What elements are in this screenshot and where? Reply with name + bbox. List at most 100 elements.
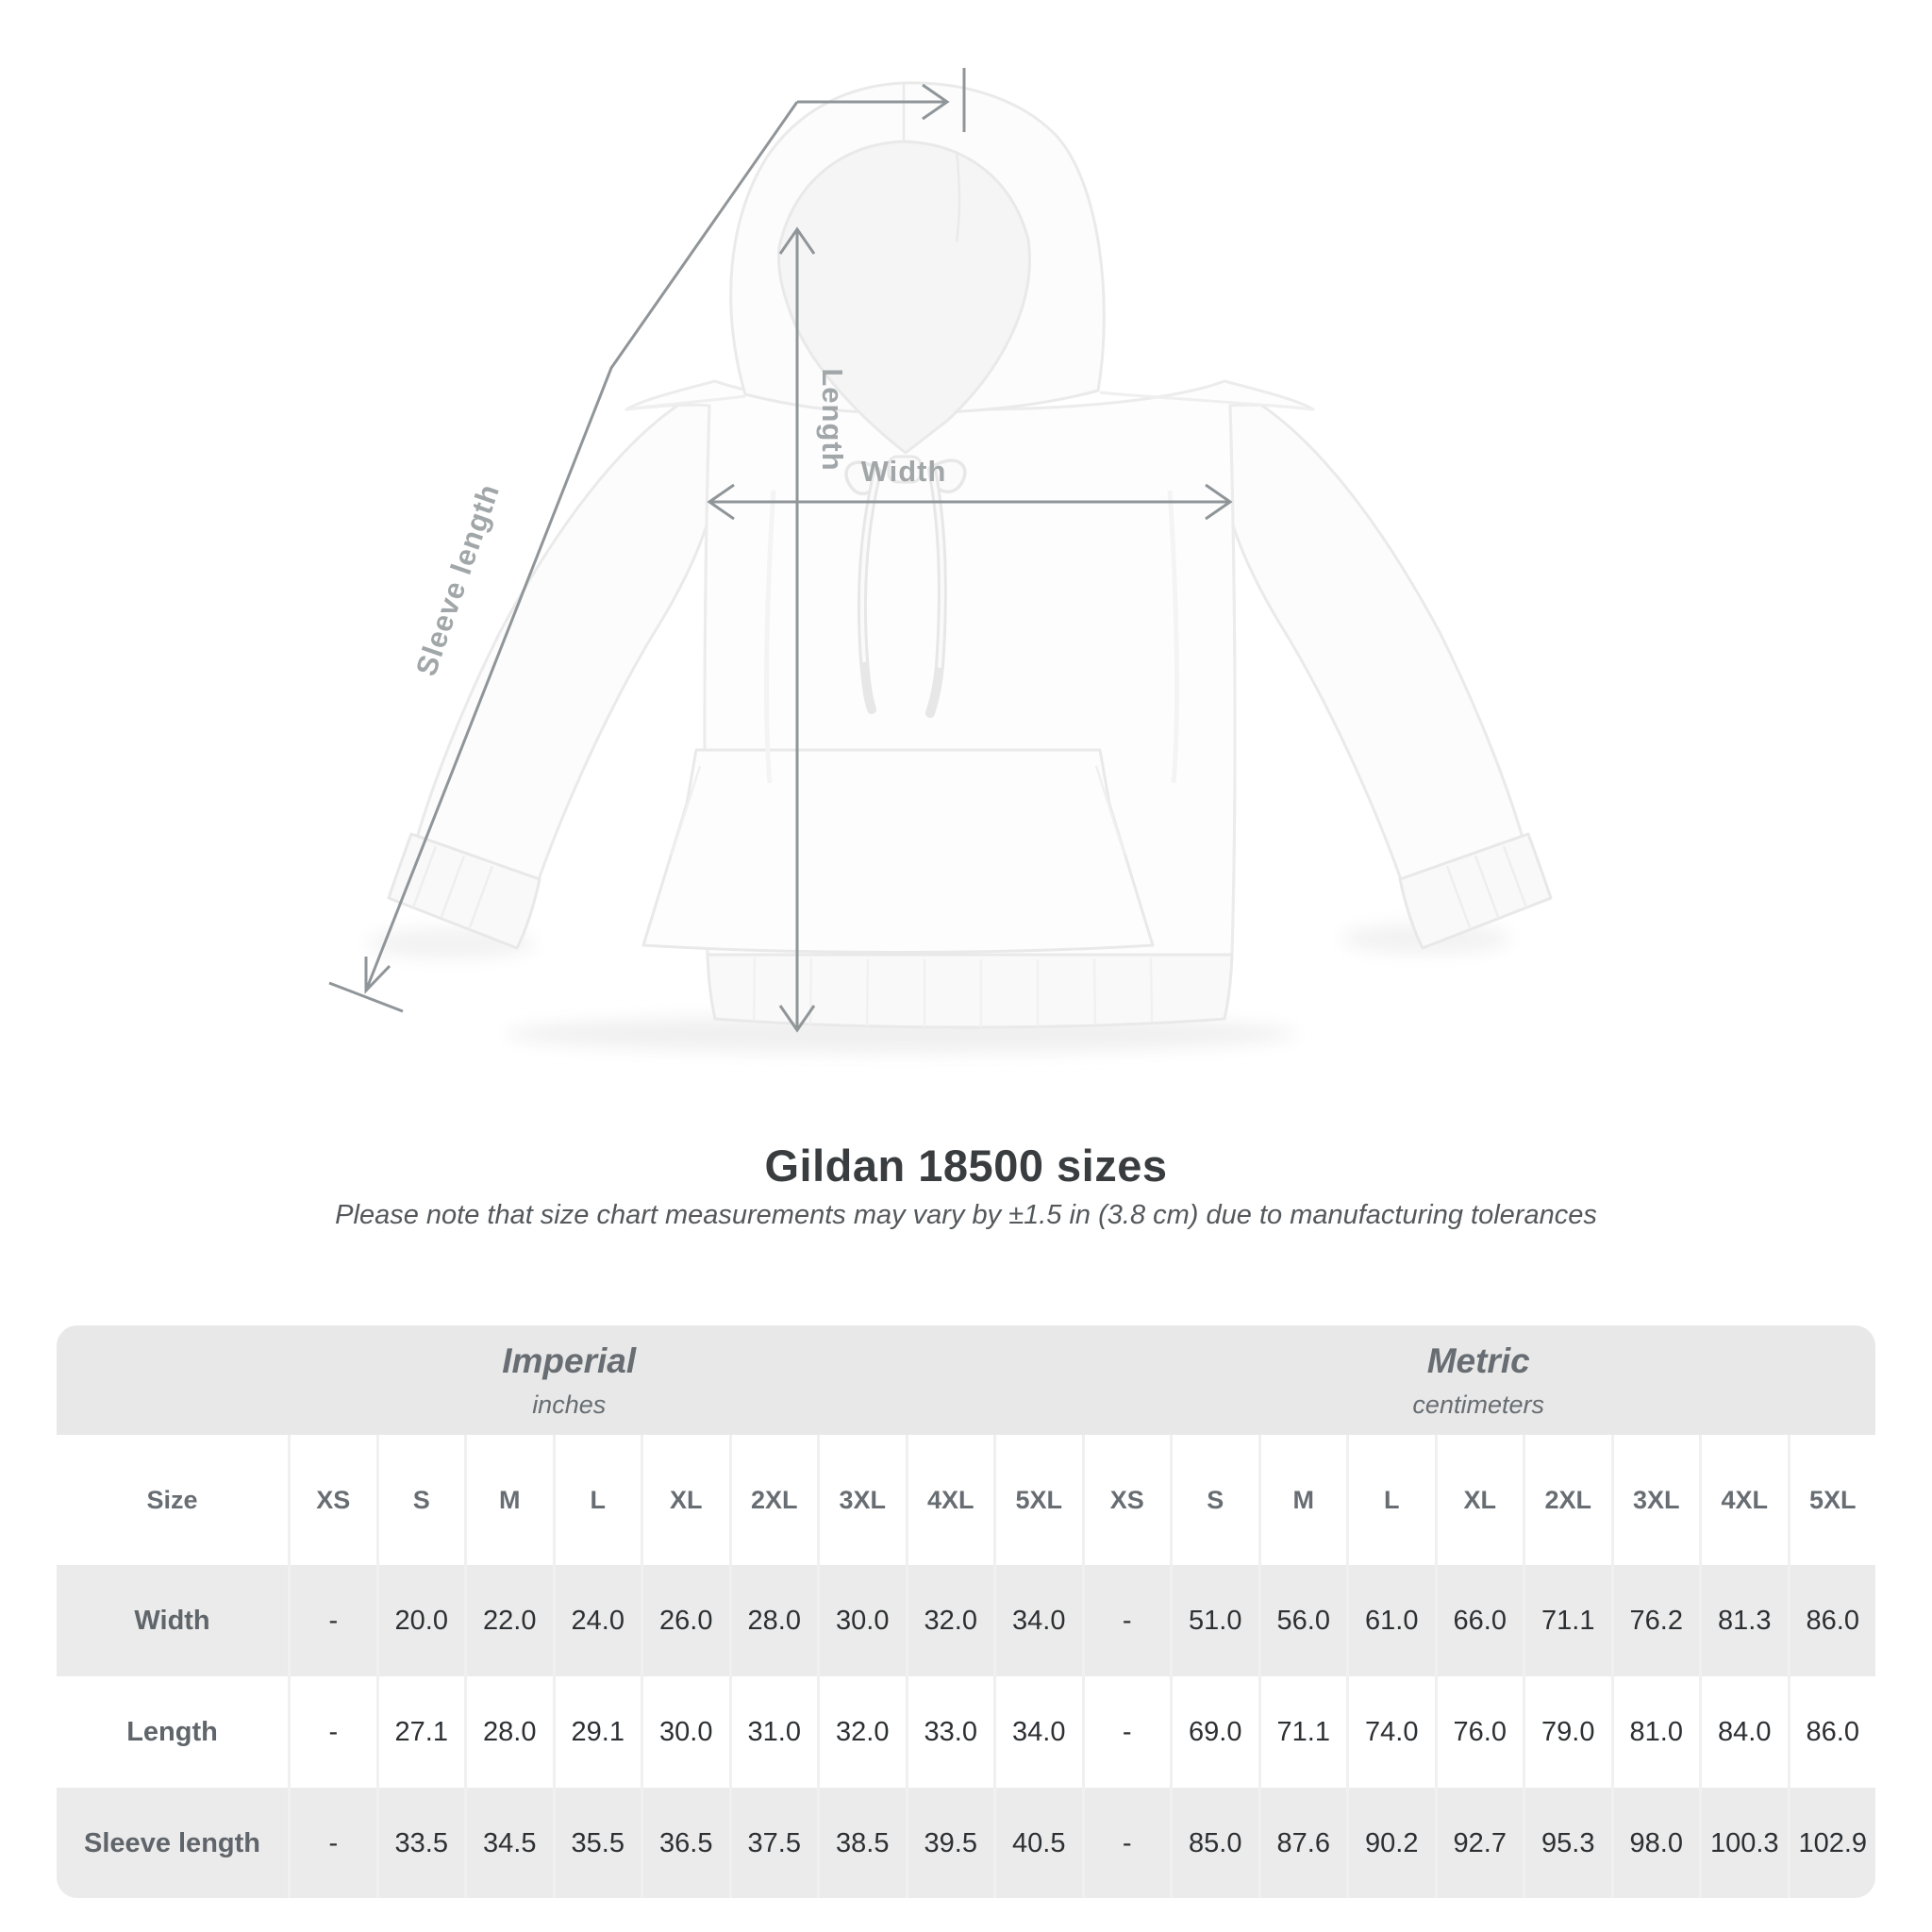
hoodie-drawstrings <box>844 455 967 718</box>
imperial-value-cell: 32.0 <box>817 1676 905 1788</box>
imperial-value-cell: 38.5 <box>817 1788 905 1898</box>
metric-value-cell: 71.1 <box>1257 1676 1347 1788</box>
imperial-value-cell: 30.0 <box>817 1565 905 1676</box>
metric-value-cell: - <box>1081 1788 1171 1898</box>
width-arrow: Width <box>707 455 1233 521</box>
table-body: Width -20.0 22.0 24.0 26.0 28.0 30.0 32.0 34.0-5… <box>57 1565 1875 1898</box>
length-label: Length <box>816 368 849 471</box>
table-row: Sleeve length -33.5 34.5 35.5 36.5 37.5 38.5 39… <box>57 1788 1875 1898</box>
size-header-cell: 4XL <box>905 1435 994 1565</box>
metric-value-cell: 76.0 <box>1434 1676 1524 1788</box>
metric-value-cell: 100.3 <box>1699 1788 1788 1898</box>
hoodie-pocket <box>641 748 1155 954</box>
metric-value-cell: 69.0 <box>1170 1676 1258 1788</box>
imperial-value-cell: 40.5 <box>993 1788 1082 1898</box>
row-label-cell: Length <box>126 1716 218 1747</box>
row-label-cell: Width <box>134 1605 210 1636</box>
hoodie-right-cuff <box>1398 832 1553 950</box>
metric-value-cell: - <box>1081 1565 1171 1676</box>
size-header-cell: 5XL <box>993 1435 1082 1565</box>
size-header-cell: XS <box>288 1435 375 1565</box>
size-header-cell: L <box>552 1435 641 1565</box>
imperial-value-cell: - <box>288 1565 375 1676</box>
imperial-value-cell: 22.0 <box>464 1565 553 1676</box>
metric-value-cell: 95.3 <box>1523 1788 1611 1898</box>
imperial-value-cell: 36.5 <box>641 1788 729 1898</box>
metric-value-cell: 76.2 <box>1610 1565 1700 1676</box>
imperial-value-cell: 26.0 <box>641 1565 729 1676</box>
imperial-value-cell: 29.1 <box>552 1676 641 1788</box>
metric-unit: centimeters <box>1412 1390 1544 1419</box>
imperial-value-cell: 28.0 <box>464 1676 553 1788</box>
metric-value-cell: 56.0 <box>1257 1565 1347 1676</box>
metric-value-cell: 87.6 <box>1257 1788 1347 1898</box>
imperial-value-cell: - <box>288 1788 375 1898</box>
width-label: Width <box>861 455 947 488</box>
hoodie-illustration <box>387 81 1553 1029</box>
hoodie-left-sleeve <box>415 383 717 884</box>
size-table: Imperial inches Metric centimeters Size … <box>57 1325 1875 1898</box>
size-header-cell: 2XL <box>728 1435 818 1565</box>
size-header-row: Size XS S M L XL 2XL 3XL 4XL 5XL XS S M L XL 2XL 3XL 4XL… <box>57 1435 1875 1565</box>
imperial-label: Imperial <box>502 1341 637 1380</box>
imperial-value-cell: 34.0 <box>993 1565 1082 1676</box>
size-header-cell: M <box>464 1435 553 1565</box>
hoodie-hood-opening <box>777 140 1031 455</box>
imperial-header: Imperial inches <box>57 1325 1081 1435</box>
imperial-unit: inches <box>532 1390 607 1419</box>
metric-value-cell: 66.0 <box>1434 1565 1524 1676</box>
imperial-value-cell: 33.5 <box>375 1788 465 1898</box>
imperial-value-cell: 33.0 <box>905 1676 994 1788</box>
imperial-value-cell: - <box>288 1676 375 1788</box>
size-header-cell: L <box>1346 1435 1434 1565</box>
metric-value-cell: 84.0 <box>1699 1676 1788 1788</box>
length-arrow: Length <box>778 226 849 1033</box>
size-header-cell: XL <box>641 1435 729 1565</box>
metric-value-cell: 74.0 <box>1346 1676 1434 1788</box>
imperial-value-cell: 27.1 <box>375 1676 465 1788</box>
table-row: Width -20.0 22.0 24.0 26.0 28.0 30.0 32.0 34.0-5… <box>57 1565 1875 1676</box>
imperial-value-cell: 35.5 <box>552 1788 641 1898</box>
unit-header-band: Imperial inches Metric centimeters <box>57 1325 1875 1435</box>
metric-value-cell: 86.0 <box>1787 1565 1876 1676</box>
table-row: Length -27.1 28.0 29.1 30.0 31.0 32.0 33.0 34.0-… <box>57 1676 1875 1788</box>
imperial-value-cell: 34.0 <box>993 1676 1082 1788</box>
metric-value-cell: 71.1 <box>1523 1565 1611 1676</box>
metric-value-cell: 61.0 <box>1346 1565 1434 1676</box>
metric-value-cell: 102.9 <box>1787 1788 1876 1898</box>
metric-value-cell: 51.0 <box>1170 1565 1258 1676</box>
metric-value-cell: 90.2 <box>1346 1788 1434 1898</box>
metric-label: Metric <box>1426 1341 1530 1380</box>
hoodie-right-sleeve <box>1223 383 1524 884</box>
size-header-cell: 2XL <box>1523 1435 1611 1565</box>
size-header-cell: XS <box>1081 1435 1171 1565</box>
row-label-cell: Sleeve length <box>84 1827 260 1858</box>
metric-value-cell: - <box>1081 1676 1171 1788</box>
size-header-cell: 3XL <box>817 1435 905 1565</box>
size-header-cell: M <box>1257 1435 1347 1565</box>
size-column-header: Size <box>146 1485 198 1514</box>
imperial-value-cell: 34.5 <box>464 1788 553 1898</box>
hoodie-measurement-figure: Sleeve length Length Width <box>328 68 1553 1053</box>
metric-header: Metric centimeters <box>1081 1325 1875 1435</box>
metric-value-cell: 81.0 <box>1610 1676 1700 1788</box>
metric-value-cell: 86.0 <box>1787 1676 1876 1788</box>
size-header-cell: S <box>375 1435 465 1565</box>
imperial-value-cell: 39.5 <box>905 1788 994 1898</box>
imperial-value-cell: 30.0 <box>641 1676 729 1788</box>
size-header-cell: 3XL <box>1610 1435 1700 1565</box>
size-header-cell: 4XL <box>1699 1435 1788 1565</box>
imperial-value-cell: 37.5 <box>728 1788 818 1898</box>
size-header-cell: 5XL <box>1787 1435 1876 1565</box>
hoodie-left-cuff <box>387 832 541 950</box>
imperial-value-cell: 28.0 <box>728 1565 818 1676</box>
imperial-value-cell: 31.0 <box>728 1676 818 1788</box>
metric-value-cell: 85.0 <box>1170 1788 1258 1898</box>
tolerance-note: Please note that size chart measurements… <box>335 1200 1597 1230</box>
page-title: Gildan 18500 sizes <box>764 1141 1168 1191</box>
imperial-value-cell: 20.0 <box>375 1565 465 1676</box>
metric-value-cell: 92.7 <box>1434 1788 1524 1898</box>
size-header-cell: S <box>1170 1435 1258 1565</box>
imperial-value-cell: 24.0 <box>552 1565 641 1676</box>
